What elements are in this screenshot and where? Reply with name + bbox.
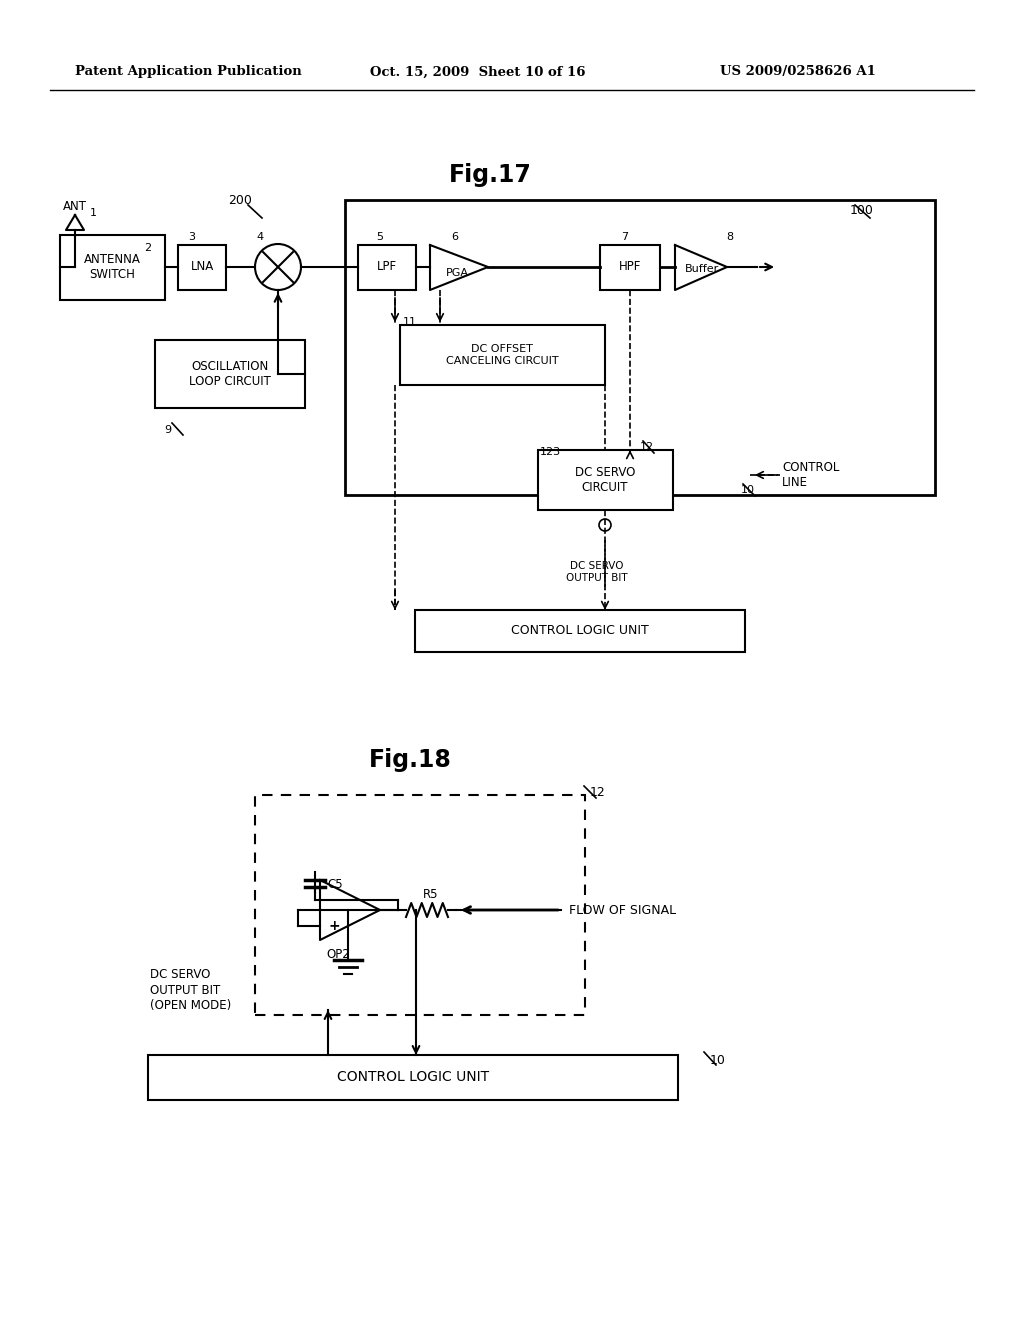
- Bar: [538, 450, 673, 510]
- Text: 9: 9: [165, 425, 172, 436]
- Text: PGA: PGA: [446, 268, 469, 279]
- Text: OP2: OP2: [326, 948, 350, 961]
- Text: DC SERVO
OUTPUT BIT: DC SERVO OUTPUT BIT: [566, 561, 628, 583]
- Text: 12: 12: [640, 442, 654, 451]
- Text: 3: 3: [188, 232, 196, 242]
- Text: US 2009/0258626 A1: US 2009/0258626 A1: [720, 66, 876, 78]
- Text: HPF: HPF: [618, 260, 641, 273]
- Text: 123: 123: [540, 447, 561, 457]
- Text: Patent Application Publication: Patent Application Publication: [75, 66, 302, 78]
- Text: OSCILLATION
LOOP CIRCUIT: OSCILLATION LOOP CIRCUIT: [189, 360, 271, 388]
- Text: CONTROL LOGIC UNIT: CONTROL LOGIC UNIT: [511, 624, 649, 638]
- Text: Oct. 15, 2009  Sheet 10 of 16: Oct. 15, 2009 Sheet 10 of 16: [370, 66, 586, 78]
- Text: 12: 12: [590, 787, 606, 800]
- Text: DC SERVO
CIRCUIT: DC SERVO CIRCUIT: [574, 466, 635, 494]
- Text: 10: 10: [741, 484, 755, 495]
- Text: CONTROL LOGIC UNIT: CONTROL LOGIC UNIT: [337, 1071, 489, 1084]
- Text: 200: 200: [228, 194, 252, 206]
- Bar: [358, 246, 416, 290]
- Text: 8: 8: [726, 232, 733, 242]
- Text: +: +: [328, 919, 340, 933]
- Bar: [600, 246, 660, 290]
- Text: 11: 11: [403, 317, 417, 327]
- Text: LPF: LPF: [377, 260, 397, 273]
- Text: DC OFFSET
CANCELING CIRCUIT: DC OFFSET CANCELING CIRCUIT: [445, 345, 558, 366]
- Bar: [148, 1055, 678, 1100]
- Text: Fig.17: Fig.17: [449, 162, 531, 187]
- Text: 100: 100: [850, 203, 873, 216]
- Text: 4: 4: [256, 232, 263, 242]
- Bar: [400, 325, 605, 385]
- Text: FLOW OF SIGNAL: FLOW OF SIGNAL: [569, 903, 676, 916]
- Text: 6: 6: [452, 232, 459, 242]
- Text: 10: 10: [710, 1053, 726, 1067]
- Bar: [345, 201, 935, 495]
- Text: ANTENNA
SWITCH: ANTENNA SWITCH: [84, 253, 140, 281]
- Text: DC SERVO
OUTPUT BIT
(OPEN MODE): DC SERVO OUTPUT BIT (OPEN MODE): [150, 969, 231, 1011]
- Text: Buffer: Buffer: [685, 264, 719, 275]
- Bar: [178, 246, 226, 290]
- Text: Fig.18: Fig.18: [369, 748, 452, 772]
- Bar: [60, 235, 165, 300]
- Bar: [255, 795, 585, 1015]
- Bar: [155, 341, 305, 408]
- Text: LNA: LNA: [190, 260, 214, 273]
- Bar: [415, 610, 745, 652]
- Text: R5: R5: [423, 887, 438, 900]
- Text: 5: 5: [377, 232, 384, 242]
- Text: 7: 7: [622, 232, 629, 242]
- Text: 1: 1: [90, 209, 97, 218]
- Text: CONTROL
LINE: CONTROL LINE: [782, 461, 840, 488]
- Text: ANT: ANT: [63, 201, 87, 214]
- Text: 2: 2: [144, 243, 152, 253]
- Text: C5: C5: [327, 878, 343, 891]
